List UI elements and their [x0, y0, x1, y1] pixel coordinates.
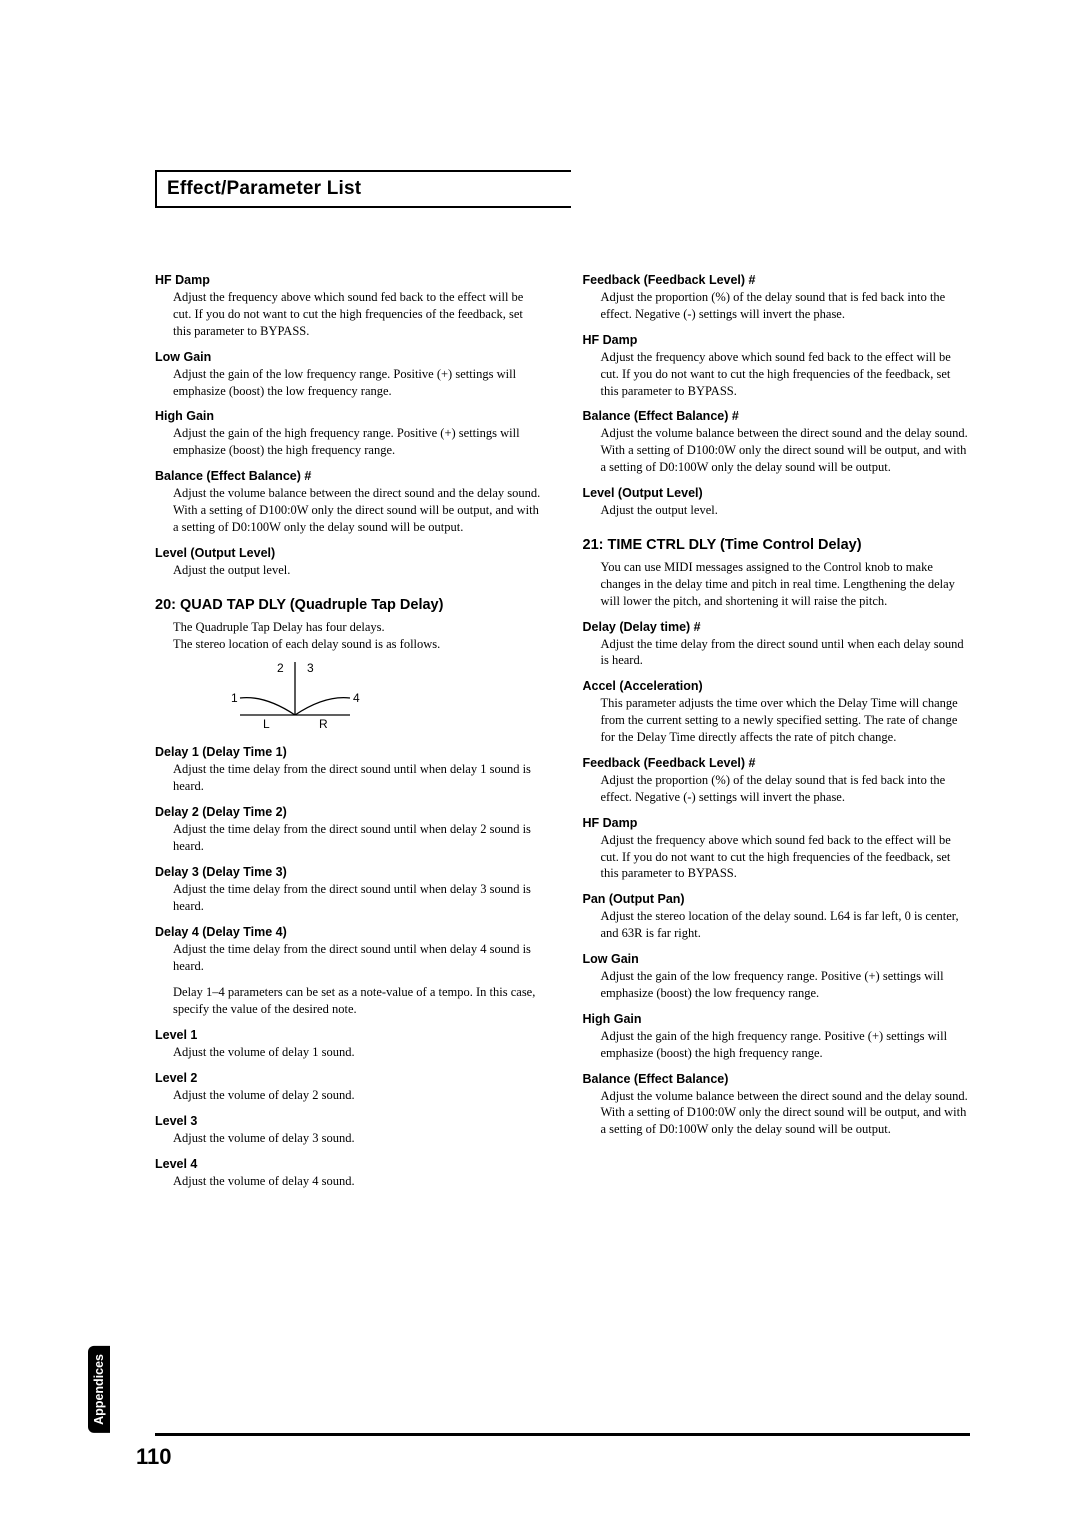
param-heading: Accel (Acceleration) — [583, 679, 971, 693]
diagram-label: 1 — [231, 691, 238, 705]
param-heading: Delay (Delay time) # — [583, 620, 971, 634]
section-intro: The Quadruple Tap Delay has four delays. — [173, 619, 543, 636]
param-body: Adjust the stereo location of the delay … — [601, 908, 971, 942]
param-heading: HF Damp — [583, 816, 971, 830]
param-body: Adjust the frequency above which sound f… — [601, 832, 971, 883]
param-heading: Delay 1 (Delay Time 1) — [155, 745, 543, 759]
section-intro: You can use MIDI messages assigned to th… — [601, 559, 971, 610]
param-heading: Balance (Effect Balance) — [583, 1072, 971, 1086]
param-body: Adjust the output level. — [601, 502, 971, 519]
param-body: Adjust the time delay from the direct so… — [173, 761, 543, 795]
param-body: Adjust the proportion (%) of the delay s… — [601, 289, 971, 323]
param-heading: Low Gain — [583, 952, 971, 966]
param-body: Adjust the proportion (%) of the delay s… — [601, 772, 971, 806]
param-body: Adjust the volume of delay 1 sound. — [173, 1044, 543, 1061]
param-body: Adjust the volume balance between the di… — [601, 425, 971, 476]
param-body: Adjust the time delay from the direct so… — [173, 821, 543, 855]
diagram-label: 4 — [353, 691, 360, 705]
param-heading: High Gain — [155, 409, 543, 423]
param-body: Adjust the frequency above which sound f… — [173, 289, 543, 340]
page-title: Effect/Parameter List — [167, 178, 361, 200]
param-heading: Feedback (Feedback Level) # — [583, 273, 971, 287]
delay-pan-diagram: 1 2 3 4 L R — [215, 660, 543, 735]
param-heading: HF Damp — [155, 273, 543, 287]
param-heading: Level 1 — [155, 1028, 543, 1042]
param-body: Adjust the gain of the high frequency ra… — [173, 425, 543, 459]
page-number: 110 — [136, 1444, 172, 1470]
page: Effect/Parameter List HF Damp Adjust the… — [0, 0, 1080, 1528]
diagram-label: L — [263, 717, 270, 730]
param-body: This parameter adjusts the time over whi… — [601, 695, 971, 746]
param-body: Adjust the output level. — [173, 562, 543, 579]
param-heading: Balance (Effect Balance) # — [583, 409, 971, 423]
param-body: Adjust the time delay from the direct so… — [601, 636, 971, 670]
param-heading: Level 2 — [155, 1071, 543, 1085]
param-body: Adjust the frequency above which sound f… — [601, 349, 971, 400]
param-body: Adjust the volume balance between the di… — [601, 1088, 971, 1139]
param-heading: Feedback (Feedback Level) # — [583, 756, 971, 770]
right-column: Feedback (Feedback Level) # Adjust the p… — [583, 263, 971, 1190]
param-heading: Level 3 — [155, 1114, 543, 1128]
footer-rule — [155, 1433, 970, 1436]
param-heading: High Gain — [583, 1012, 971, 1026]
note-text: Delay 1–4 parameters can be set as a not… — [173, 984, 543, 1018]
diagram-label: 3 — [307, 661, 314, 675]
diagram-label: 2 — [277, 661, 284, 675]
param-body: Adjust the gain of the low frequency ran… — [601, 968, 971, 1002]
param-body: Adjust the volume balance between the di… — [173, 485, 543, 536]
diagram-label: R — [319, 717, 328, 730]
section-heading: 21: TIME CTRL DLY (Time Control Delay) — [583, 537, 971, 553]
param-heading: Level (Output Level) — [583, 486, 971, 500]
param-body: Adjust the gain of the low frequency ran… — [173, 366, 543, 400]
param-body: Adjust the volume of delay 4 sound. — [173, 1173, 543, 1190]
param-heading: Level 4 — [155, 1157, 543, 1171]
param-heading: Level (Output Level) — [155, 546, 543, 560]
param-heading: Balance (Effect Balance) # — [155, 469, 543, 483]
param-heading: Delay 2 (Delay Time 2) — [155, 805, 543, 819]
param-heading: HF Damp — [583, 333, 971, 347]
param-heading: Low Gain — [155, 350, 543, 364]
section-intro: The stereo location of each delay sound … — [173, 636, 543, 653]
param-heading: Delay 4 (Delay Time 4) — [155, 925, 543, 939]
param-heading: Delay 3 (Delay Time 3) — [155, 865, 543, 879]
section-heading: 20: QUAD TAP DLY (Quadruple Tap Delay) — [155, 597, 543, 613]
page-title-box: Effect/Parameter List — [155, 170, 571, 208]
param-heading: Pan (Output Pan) — [583, 892, 971, 906]
param-body: Adjust the time delay from the direct so… — [173, 941, 543, 975]
section-tab: Appendices — [88, 1346, 110, 1433]
param-body: Adjust the volume of delay 3 sound. — [173, 1130, 543, 1147]
param-body: Adjust the volume of delay 2 sound. — [173, 1087, 543, 1104]
param-body: Adjust the gain of the high frequency ra… — [601, 1028, 971, 1062]
content-columns: HF Damp Adjust the frequency above which… — [155, 263, 970, 1190]
left-column: HF Damp Adjust the frequency above which… — [155, 263, 543, 1190]
param-body: Adjust the time delay from the direct so… — [173, 881, 543, 915]
